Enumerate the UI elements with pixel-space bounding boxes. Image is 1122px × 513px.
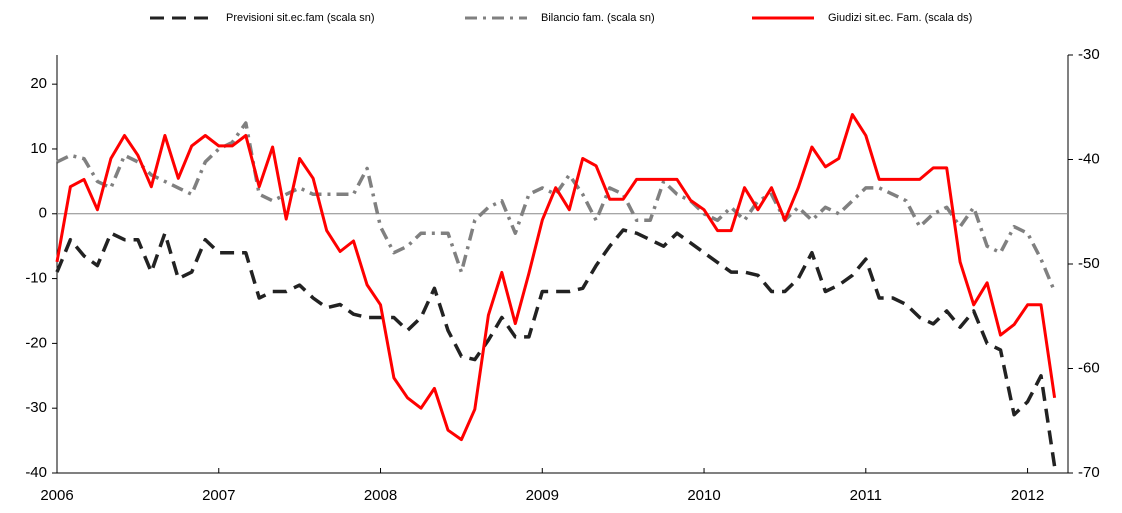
y-tick-label: 0 [39, 205, 47, 222]
x-tick-label: 2007 [202, 487, 235, 504]
series-line [55, 113, 1057, 442]
y2-tick-label: -30 [1078, 46, 1100, 63]
series-line [55, 228, 1057, 467]
y2-tick-label: -70 [1078, 464, 1100, 481]
y2-tick-label: -60 [1078, 359, 1100, 376]
x-tick-label: 2012 [1011, 487, 1044, 504]
legend-label: Bilancio fam. (scala sn) [541, 12, 655, 24]
y2-tick-label: -50 [1078, 255, 1100, 272]
series-line [56, 121, 1057, 293]
y-tick-label: -30 [25, 399, 47, 416]
y-tick-label: -40 [25, 464, 47, 481]
y-tick-label: 10 [30, 140, 47, 157]
y-tick-label: 20 [30, 75, 47, 92]
y-tick-label: -10 [25, 270, 47, 287]
legend-label: Giudizi sit.ec. Fam. (scala ds) [828, 12, 972, 24]
y-tick-label: -20 [25, 334, 47, 351]
x-tick-label: 2011 [850, 487, 882, 504]
x-tick-label: 2009 [526, 487, 559, 504]
x-tick-label: 2010 [687, 487, 720, 504]
x-tick-label: 2006 [40, 487, 73, 504]
x-tick-label: 2008 [364, 487, 397, 504]
legend-label: Previsioni sit.ec.fam (scala sn) [226, 12, 375, 24]
y2-tick-label: -40 [1078, 150, 1100, 167]
